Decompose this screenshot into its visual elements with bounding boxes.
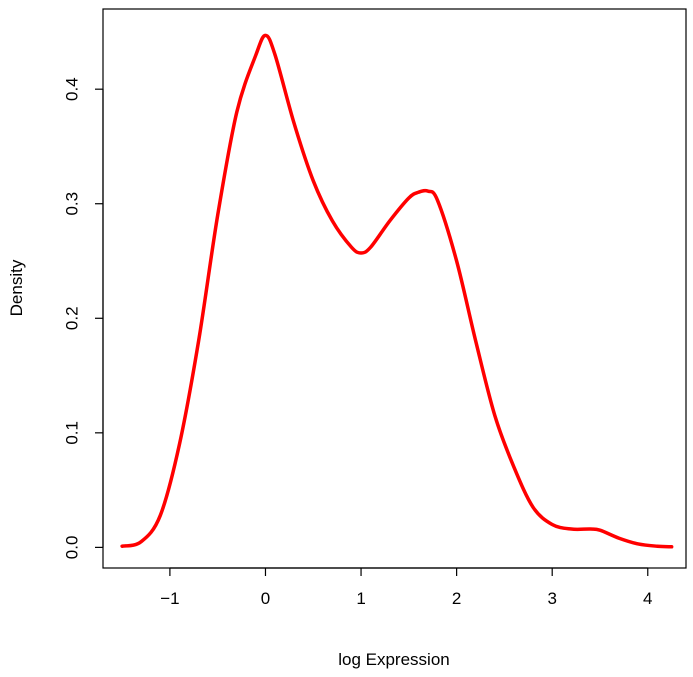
- y-tick-label: 0.2: [63, 306, 82, 330]
- x-tick-label: 0: [261, 589, 270, 608]
- x-tick-label: 1: [356, 589, 365, 608]
- y-tick-label: 0.3: [63, 192, 82, 216]
- x-tick-label: 3: [547, 589, 556, 608]
- y-tick-label: 0.1: [63, 421, 82, 445]
- x-axis-label: log Expression: [338, 650, 450, 669]
- x-tick-label: 2: [452, 589, 461, 608]
- y-tick-label: 0.4: [63, 77, 82, 101]
- y-axis-label: Density: [7, 259, 26, 316]
- plot-frame: [102, 8, 687, 569]
- y-tick-label: 0.0: [63, 536, 82, 560]
- y-axis: 0.0 0.1 0.2 0.3 0.4: [63, 77, 104, 559]
- x-axis: −1 0 1 2 3 4: [160, 567, 653, 608]
- density-curve: [120, 33, 674, 549]
- x-tick-label: 4: [643, 589, 652, 608]
- x-tick-label: −1: [160, 589, 179, 608]
